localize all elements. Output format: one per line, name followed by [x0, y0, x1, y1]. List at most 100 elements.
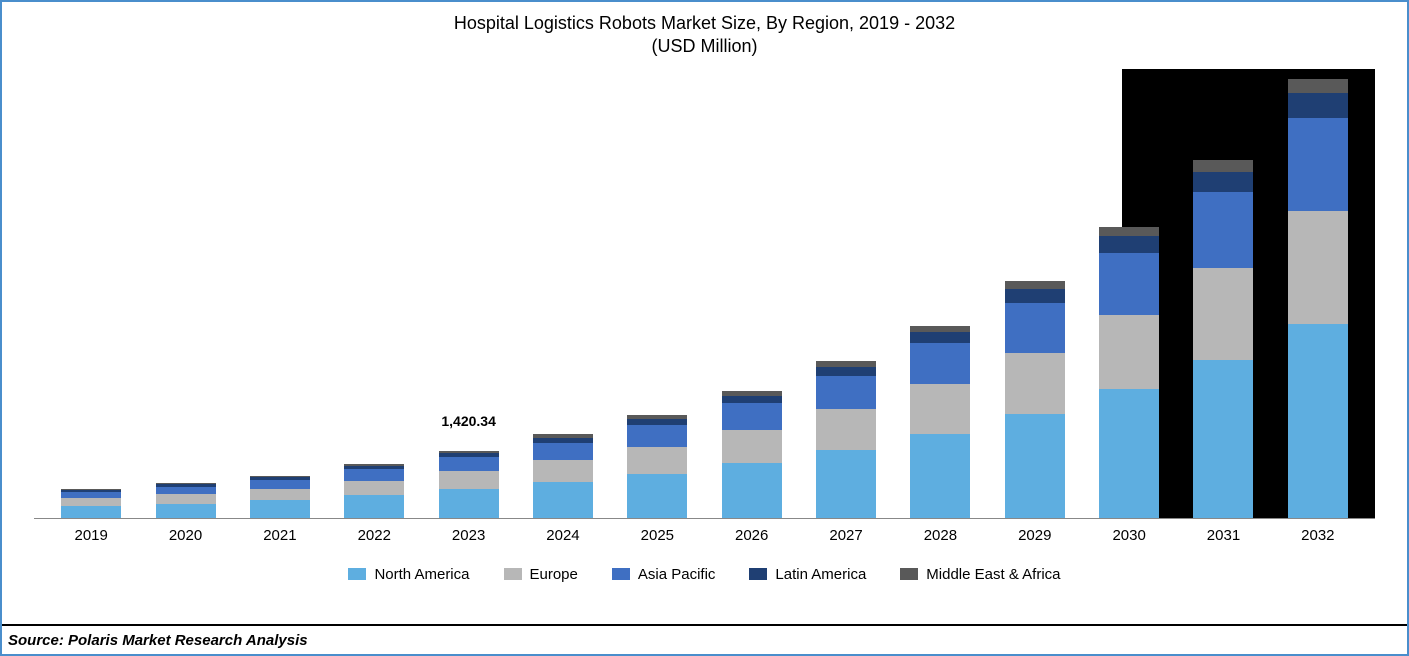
x-tick-label: 2027	[799, 527, 893, 544]
bar-segment	[1288, 118, 1348, 211]
bar-segment	[1193, 192, 1253, 268]
bar-segment	[156, 487, 216, 495]
bar-segment	[250, 489, 310, 500]
stacked-bar	[1193, 160, 1253, 518]
legend-label: Middle East & Africa	[926, 566, 1060, 583]
x-tick-label: 2024	[516, 527, 610, 544]
bar-segment	[816, 450, 876, 518]
bar-segment	[344, 469, 404, 480]
bar-segment	[1288, 79, 1348, 93]
bar-segment	[722, 430, 782, 463]
source-text: Source: Polaris Market Research Analysis	[8, 632, 308, 649]
stacked-bar	[61, 489, 121, 518]
legend-label: Europe	[530, 566, 578, 583]
x-axis: 2019202020212022202320242025202620272028…	[34, 527, 1375, 544]
stacked-bar	[1005, 281, 1065, 518]
bar-value-label: 1,420.34	[441, 413, 496, 429]
stacked-bar	[344, 464, 404, 518]
bar-segment	[722, 396, 782, 404]
bar-segment	[1099, 227, 1159, 236]
bar-segment	[344, 495, 404, 518]
bar-segment	[1193, 172, 1253, 192]
bar-segment	[1099, 236, 1159, 253]
bar-segment	[439, 471, 499, 489]
bar-segment	[1099, 389, 1159, 517]
stacked-bar	[1288, 79, 1348, 518]
stacked-bar	[250, 476, 310, 518]
x-tick-label: 2030	[1082, 527, 1176, 544]
legend-item: Asia Pacific	[612, 566, 716, 583]
bar-segment	[910, 326, 970, 333]
bar-segment	[439, 457, 499, 471]
bar-segment	[1005, 414, 1065, 518]
bar-column	[1176, 160, 1270, 518]
bar-segment	[910, 332, 970, 343]
stacked-bar	[910, 326, 970, 518]
bar-segment	[439, 489, 499, 517]
plot-area: 1,420.34	[34, 69, 1375, 519]
bar-segment	[1193, 268, 1253, 360]
bar-segment	[156, 494, 216, 503]
bar-column	[138, 483, 232, 518]
bars-group: 1,420.34	[34, 69, 1375, 518]
legend-item: Latin America	[749, 566, 866, 583]
bar-segment	[627, 447, 687, 474]
stacked-bar	[627, 415, 687, 518]
x-tick-label: 2022	[327, 527, 421, 544]
bar-segment	[910, 434, 970, 518]
bar-column	[516, 434, 610, 517]
x-tick-label: 2028	[893, 527, 987, 544]
bar-column: 1,420.34	[421, 451, 515, 518]
bar-segment	[533, 460, 593, 482]
bar-segment	[816, 367, 876, 376]
bar-segment	[816, 376, 876, 409]
x-tick-label: 2031	[1176, 527, 1270, 544]
legend-item: Europe	[504, 566, 578, 583]
bar-segment	[533, 443, 593, 461]
bar-segment	[627, 425, 687, 447]
x-tick-label: 2025	[610, 527, 704, 544]
bar-segment	[1288, 211, 1348, 324]
bar-segment	[816, 409, 876, 450]
bar-column	[988, 281, 1082, 518]
legend-label: Asia Pacific	[638, 566, 716, 583]
legend: North America Europe Asia Pacific Latin Ame…	[14, 566, 1395, 583]
x-tick-label: 2032	[1271, 527, 1365, 544]
bar-segment	[533, 482, 593, 518]
legend-swatch	[900, 568, 918, 580]
bar-segment	[1099, 315, 1159, 390]
stacked-bar	[816, 361, 876, 517]
title-line-2: (USD Million)	[14, 35, 1395, 58]
bar-segment	[1005, 281, 1065, 289]
stacked-bar	[722, 391, 782, 518]
bar-segment	[1193, 360, 1253, 518]
bar-segment	[344, 481, 404, 495]
x-tick-label: 2021	[233, 527, 327, 544]
bar-column	[1082, 227, 1176, 518]
bar-segment	[61, 506, 121, 518]
legend-item: North America	[348, 566, 469, 583]
bar-segment	[1005, 289, 1065, 303]
bar-segment	[61, 498, 121, 506]
chart-title: Hospital Logistics Robots Market Size, B…	[14, 12, 1395, 59]
bar-segment	[1099, 253, 1159, 315]
x-tick-label: 2023	[421, 527, 515, 544]
title-line-1: Hospital Logistics Robots Market Size, B…	[14, 12, 1395, 35]
bar-segment	[722, 403, 782, 430]
stacked-bar	[1099, 227, 1159, 518]
bar-segment	[627, 474, 687, 518]
bar-segment	[910, 343, 970, 384]
bar-segment	[1288, 324, 1348, 518]
bar-segment	[250, 500, 310, 518]
bar-column	[893, 326, 987, 518]
stacked-bar	[439, 451, 499, 518]
x-tick-label: 2026	[705, 527, 799, 544]
bar-segment	[1005, 303, 1065, 353]
bar-column	[327, 464, 421, 518]
bar-column	[610, 415, 704, 518]
bar-column	[1271, 79, 1365, 518]
legend-swatch	[348, 568, 366, 580]
legend-label: Latin America	[775, 566, 866, 583]
legend-swatch	[749, 568, 767, 580]
bar-segment	[910, 384, 970, 434]
